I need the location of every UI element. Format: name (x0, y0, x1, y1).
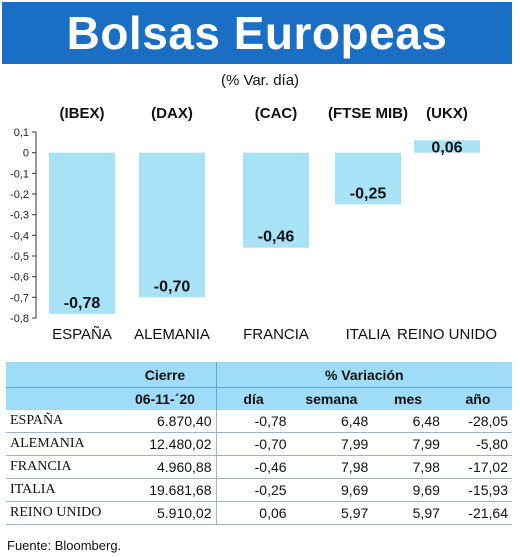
bar (243, 152, 309, 248)
variacion-group-header: % Variación (216, 362, 512, 388)
category-label: REINO UNIDO (397, 326, 497, 343)
y-tick-label: -0,2 (10, 189, 29, 201)
data-label: -0,78 (64, 295, 101, 312)
cell-mes: 6,48 (372, 410, 444, 433)
data-label: -0,25 (350, 185, 387, 202)
index-code-label: (UKX) (426, 105, 468, 122)
cell-ano: -15,93 (443, 478, 512, 502)
cell-cierre: 19.681,68 (114, 478, 217, 502)
cell-name: FRANCIA (6, 455, 115, 479)
y-tick-label: 0,1 (14, 127, 29, 139)
source-note: Fuente: Bloomberg. (7, 538, 122, 553)
chart-subtitle: (% Var. día) (220, 72, 300, 89)
bar-chart: 0,1 0 -0,1 -0,2 -0,3 -0,4 -0,5 -0,6 -0,7 -0,8 -0,7… (10, 105, 497, 343)
cell-semana: 6,48 (290, 410, 373, 433)
index-code-label: (FTSE MIB) (328, 105, 408, 122)
cell-dia: 0,06 (216, 501, 291, 525)
category-label: FRANCIA (243, 326, 309, 343)
market-table: Cierre % Variación 06-11-´20 día semana … (6, 362, 512, 525)
cell-name: ITALIA (6, 478, 115, 502)
cell-ano: -17,02 (443, 455, 512, 479)
table-row: FRANCIA 4.960,88 -0,46 7,98 7,98 -17,02 (6, 455, 512, 479)
cell-mes: 7,98 (372, 455, 444, 479)
cell-mes: 5,97 (372, 501, 444, 525)
table-row: ESPAÑA 6.870,40 -0,78 6,48 6,48 -28,05 (6, 410, 512, 433)
cell-semana: 7,98 (290, 455, 373, 479)
cell-dia: -0,46 (216, 455, 291, 479)
semana-header: semana (290, 387, 373, 410)
category-label: ESPAÑA (52, 326, 112, 343)
cell-name: ALEMANIA (6, 432, 115, 456)
blank-subheader (6, 387, 115, 410)
cierre-group-header: Cierre (114, 362, 217, 388)
data-label: 0,06 (431, 139, 462, 156)
bar (49, 152, 115, 314)
blank-header (6, 362, 115, 388)
cell-name: ESPAÑA (6, 410, 115, 433)
y-tick-label: -0,1 (10, 168, 29, 180)
index-code-label: (CAC) (255, 105, 298, 122)
date-header: 06-11-´20 (114, 387, 217, 410)
cell-ano: -28,05 (443, 410, 512, 433)
table-row: ALEMANIA 12.480,02 -0,70 7,99 7,99 -5,80 (6, 432, 512, 456)
table-row: ITALIA 19.681,68 -0,25 9,69 9,69 -15,93 (6, 478, 512, 502)
cell-name: REINO UNIDO (6, 501, 115, 525)
cell-cierre: 6.870,40 (114, 410, 217, 433)
cell-mes: 7,99 (372, 432, 444, 456)
cell-cierre: 12.480,02 (114, 432, 217, 456)
cell-semana: 5,97 (290, 501, 373, 525)
y-tick-label: -0,7 (10, 292, 29, 304)
cell-mes: 9,69 (372, 478, 444, 502)
cell-dia: -0,25 (216, 478, 291, 502)
cell-dia: -0,78 (216, 410, 291, 433)
y-tick-label: -0,4 (10, 230, 29, 242)
y-tick-label: -0,6 (10, 272, 29, 284)
category-label: ITALIA (346, 326, 391, 343)
category-label: ALEMANIA (134, 326, 210, 343)
cell-cierre: 4.960,88 (114, 455, 217, 479)
y-tick-label: -0,5 (10, 251, 29, 263)
bar (414, 140, 480, 153)
y-tick-label: -0,8 (10, 313, 29, 325)
table-row: REINO UNIDO 5.910,02 0,06 5,97 5,97 -21,64 (6, 501, 512, 525)
cell-ano: -21,64 (443, 501, 512, 525)
dia-header: día (216, 387, 291, 410)
chart-title: Bolsas Europeas (2, 2, 512, 64)
mes-header: mes (372, 387, 444, 410)
data-label: -0,70 (154, 278, 191, 295)
bar (139, 152, 205, 298)
bar (335, 152, 401, 205)
cell-semana: 7,99 (290, 432, 373, 456)
cell-semana: 9,69 (290, 478, 373, 502)
y-tick-label: -0,3 (10, 210, 29, 222)
y-tick-label: 0 (23, 148, 29, 160)
index-code-label: (IBEX) (60, 105, 105, 122)
cell-ano: -5,80 (443, 432, 512, 456)
cell-cierre: 5.910,02 (114, 501, 217, 525)
index-code-label: (DAX) (151, 105, 193, 122)
ano-header: año (443, 387, 512, 410)
data-label: -0,46 (258, 229, 295, 246)
cell-dia: -0,70 (216, 432, 291, 456)
